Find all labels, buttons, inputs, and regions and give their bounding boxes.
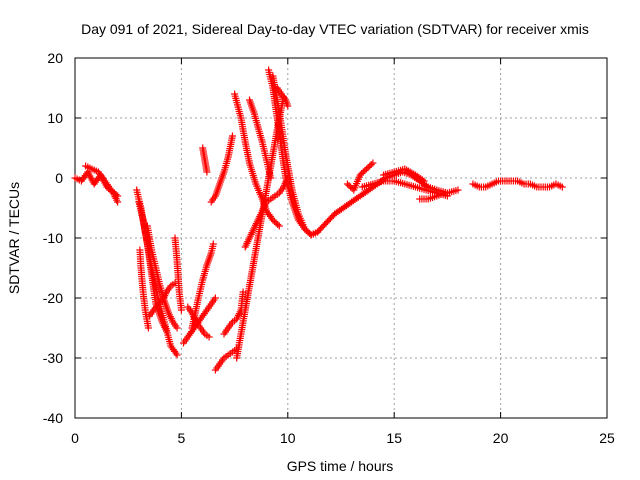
series-arc-b [82,162,122,200]
y-axis-label: SDTVAR / TECUs [6,182,22,294]
plus-markers [343,159,377,194]
series-arc-h [171,234,185,314]
plus-markers [246,96,275,182]
series-arc-g [146,279,179,320]
series-arc-u [269,72,322,239]
series-arc-s [246,96,275,182]
x-tick-label: 0 [71,430,79,446]
plus-markers [220,288,247,338]
series-arc-f [136,246,152,332]
y-tick-label: 0 [55,170,63,186]
plus-markers [269,72,322,239]
series-arc-n [211,345,241,374]
y-tick-label: -10 [43,230,63,246]
y-tick-label: 10 [47,110,63,126]
chart-title: Day 091 of 2021, Sidereal Day-to-day VTE… [81,21,589,37]
plus-markers [380,165,428,185]
plus-markers [241,174,292,251]
plus-markers [231,90,283,230]
plus-markers [146,279,179,320]
series-arc-o [220,288,247,338]
x-tick-label: 5 [178,430,186,446]
series-arc-z [380,165,428,185]
y-tick-label: -30 [43,350,63,366]
x-tick-label: 10 [280,430,296,446]
x-tick-label: 20 [493,430,509,446]
y-tick-label: 20 [47,50,63,66]
grid [75,58,607,418]
series-arc-m [207,132,236,206]
plus-markers [207,132,236,206]
y-tick-label: -40 [43,410,63,426]
series-arc-p [231,90,283,230]
plus-markers [416,189,449,203]
plus-markers [199,144,211,176]
plus-markers [188,240,217,332]
axis-ticks: 0 5 10 15 20 25 -40 -30 -20 -10 0 10 20 [43,50,615,446]
plus-markers [136,246,152,332]
series-arc-k [188,240,217,332]
series-arc-ab [469,177,566,191]
series-arc-x [343,159,377,194]
plus-markers [171,234,185,314]
y-tick-label: -20 [43,290,63,306]
plus-markers [469,177,566,191]
plus-markers [82,162,122,200]
series-arc-r [241,174,292,251]
x-axis-label: GPS time / hours [287,458,394,474]
x-tick-label: 25 [599,430,615,446]
plus-markers [211,345,241,374]
plus-markers [273,84,292,110]
series-arc-v [273,84,292,110]
series-arc-l [199,144,211,176]
x-tick-label: 15 [386,430,402,446]
series-arc-aa [416,189,449,203]
data-points [71,66,566,374]
